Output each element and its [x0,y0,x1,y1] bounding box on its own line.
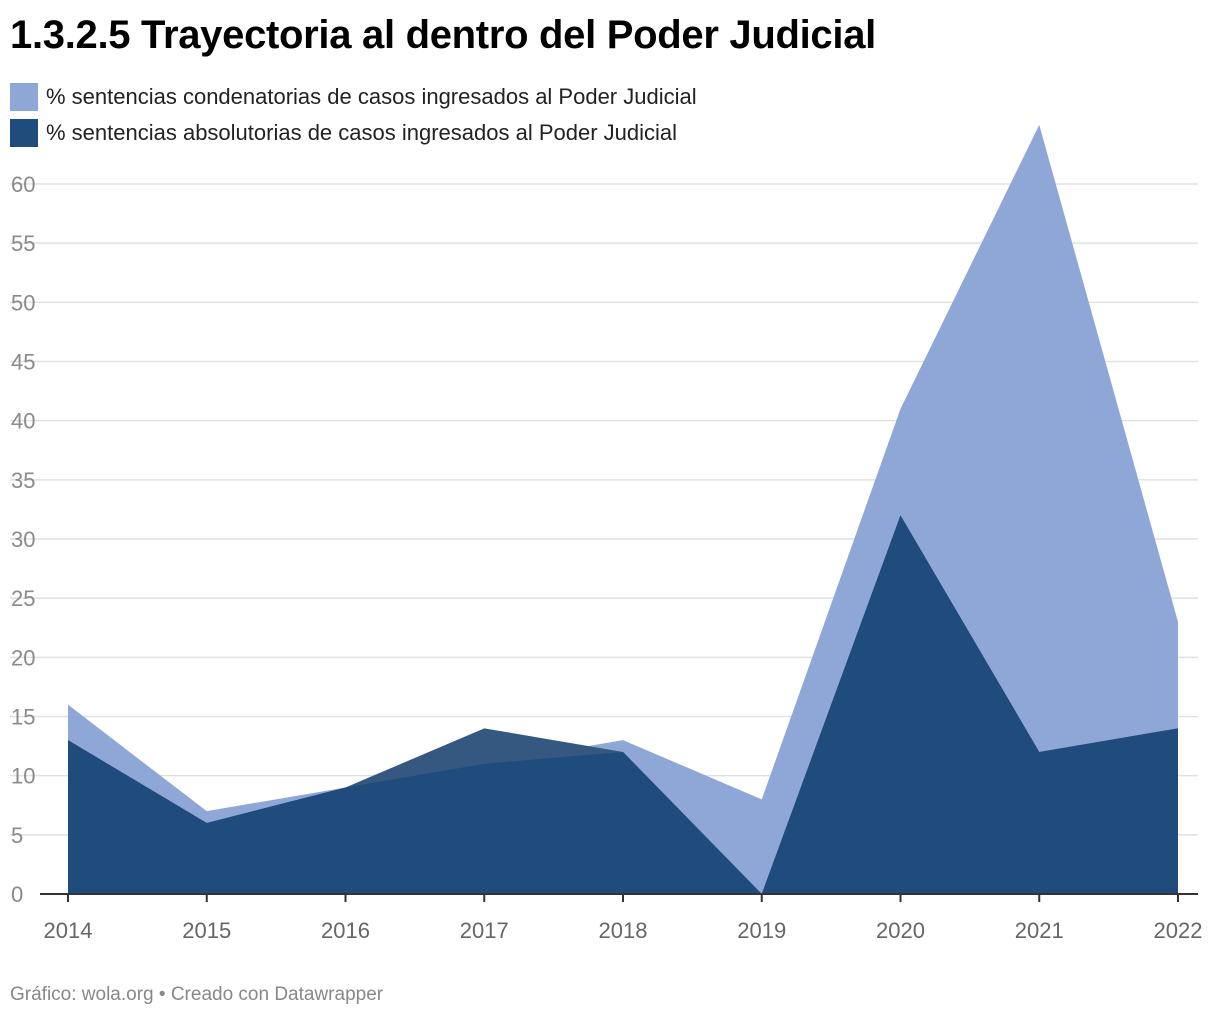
chart-title: 1.3.2.5 Trayectoria al dentro del Poder … [10,13,876,57]
y-tick-label: 60 [11,172,35,197]
x-tick-label: 2021 [1015,918,1064,943]
area-overlap [68,515,1178,894]
y-tick-label: 40 [11,409,35,434]
chart-footer: Gráfico: wola.org • Creado con Datawrapp… [10,984,384,1005]
legend: % sentencias condenatorias de casos ingr… [10,80,697,152]
y-tick-label: 0 [11,882,23,907]
y-tick-label: 35 [11,468,35,493]
x-tick-label: 2020 [876,918,925,943]
x-tick-label: 2015 [182,918,231,943]
x-tick-label: 2014 [44,918,93,943]
y-tick-label: 55 [11,231,35,256]
y-tick-label: 5 [11,823,23,848]
y-tick-label: 45 [11,350,35,375]
x-tick-label: 2022 [1154,918,1203,943]
legend-label-condenatorias: % sentencias condenatorias de casos ingr… [46,84,697,109]
x-tick-label: 2016 [321,918,370,943]
legend-swatch-condenatorias [10,83,38,111]
legend-item-condenatorias: % sentencias condenatorias de casos ingr… [10,80,697,114]
y-tick-label: 25 [11,586,35,611]
x-tick-label: 2018 [599,918,648,943]
legend-item-absolutorias: % sentencias absolutorias de casos ingre… [10,116,697,150]
legend-swatch-absolutorias [10,119,38,147]
x-tick-label: 2019 [737,918,786,943]
legend-label-absolutorias: % sentencias absolutorias de casos ingre… [46,120,678,145]
y-tick-label: 10 [11,764,35,789]
y-tick-label: 20 [11,645,35,670]
y-tick-label: 30 [11,527,35,552]
y-tick-label: 50 [11,290,35,315]
x-tick-label: 2017 [460,918,509,943]
y-tick-label: 15 [11,705,35,730]
